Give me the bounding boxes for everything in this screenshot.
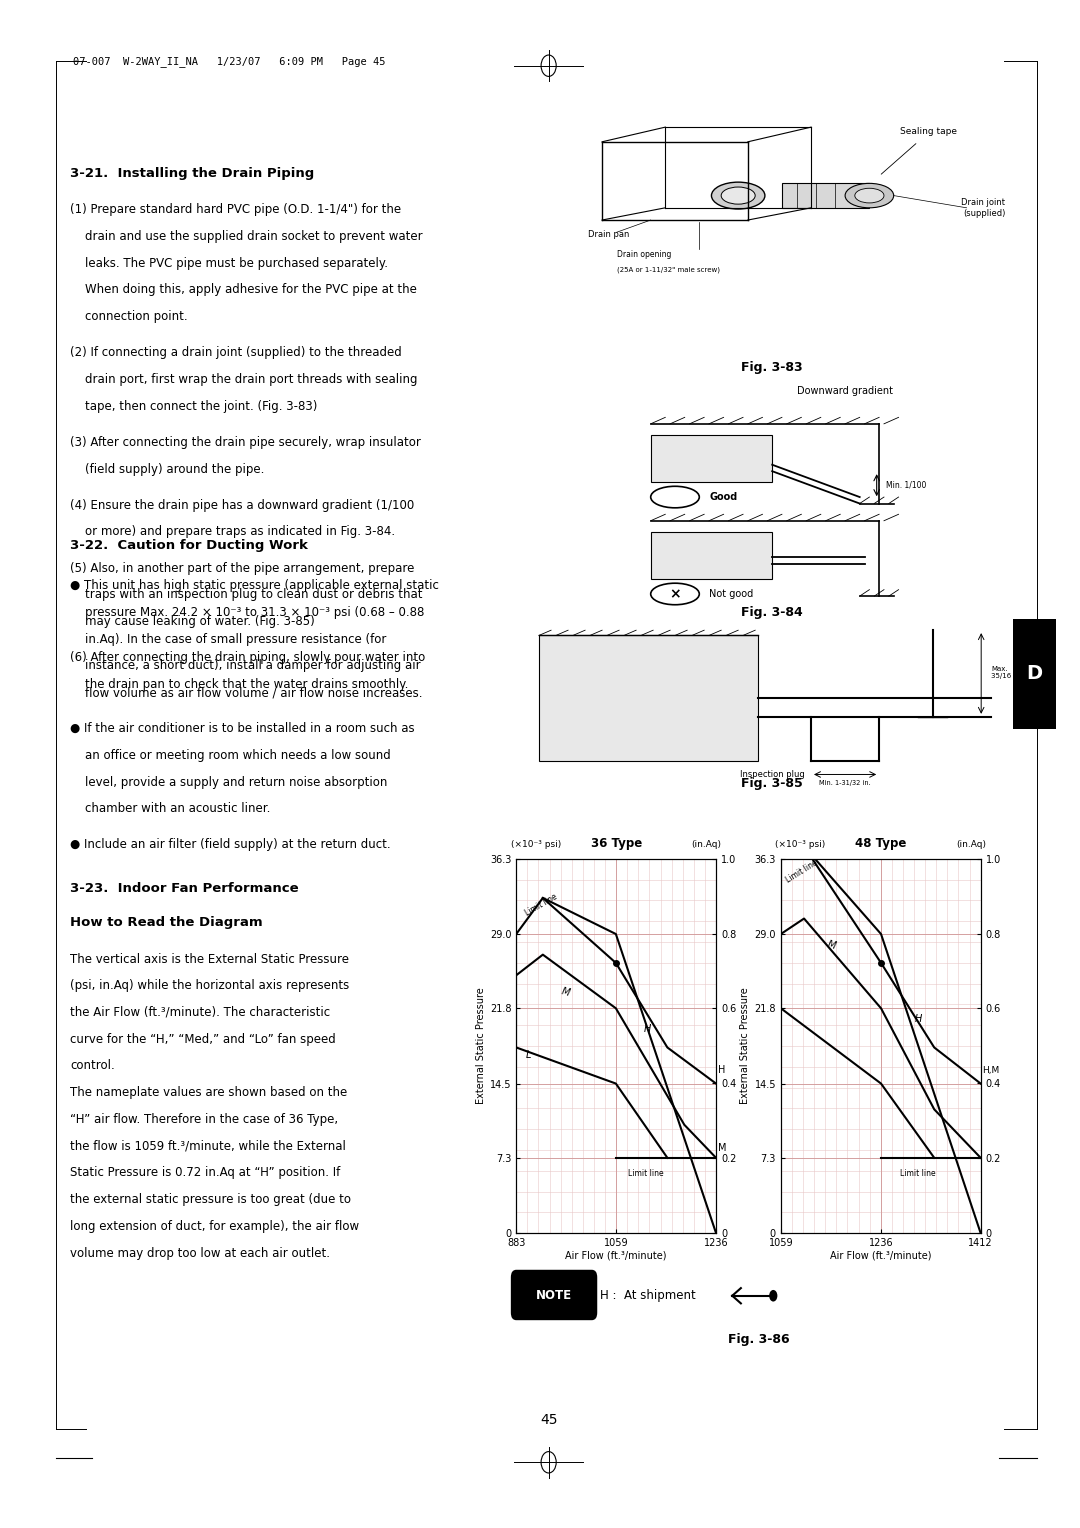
Text: 3-23.  Indoor Fan Performance: 3-23. Indoor Fan Performance (70, 882, 299, 895)
Text: an office or meeting room which needs a low sound: an office or meeting room which needs a … (70, 749, 391, 762)
Bar (539, 636, 758, 761)
Text: drain port, first wrap the drain port threads with sealing: drain port, first wrap the drain port th… (70, 373, 418, 387)
Text: (×10⁻³ psi): (×10⁻³ psi) (775, 839, 826, 848)
Text: 48 Type: 48 Type (855, 836, 906, 850)
Text: 36 Type: 36 Type (591, 836, 642, 850)
Text: Inspection plug: Inspection plug (740, 770, 805, 779)
Text: ● This unit has high static pressure (applicable external static: ● This unit has high static pressure (ap… (70, 579, 440, 593)
Text: Drain joint
(supplied): Drain joint (supplied) (961, 199, 1005, 217)
Text: (25A or 1-11/32" male screw): (25A or 1-11/32" male screw) (617, 266, 719, 274)
Text: M: M (559, 986, 570, 998)
Text: (2) If connecting a drain joint (supplied) to the threaded: (2) If connecting a drain joint (supplie… (70, 347, 402, 359)
Text: How to Read the Diagram: How to Read the Diagram (70, 915, 262, 929)
Text: 3-22.  Caution for Ducting Work: 3-22. Caution for Ducting Work (70, 539, 308, 553)
Circle shape (855, 188, 883, 203)
Text: The nameplate values are shown based on the: The nameplate values are shown based on … (70, 1086, 348, 1099)
Text: connection point.: connection point. (70, 310, 188, 324)
Text: (5) Also, in another part of the pipe arrangement, prepare: (5) Also, in another part of the pipe ar… (70, 561, 415, 575)
Text: (4) Ensure the drain pipe has a downward gradient (1/100: (4) Ensure the drain pipe has a downward… (70, 498, 415, 512)
Text: Limit line: Limit line (627, 1169, 663, 1178)
Text: traps with an inspection plug to clean dust or debris that: traps with an inspection plug to clean d… (70, 588, 422, 602)
Text: Fig. 3-85: Fig. 3-85 (741, 776, 804, 790)
X-axis label: Air Flow (ft.³/minute): Air Flow (ft.³/minute) (566, 1251, 666, 1261)
Text: Not good: Not good (708, 588, 753, 599)
Text: Good: Good (708, 492, 738, 503)
Text: Limit line: Limit line (784, 857, 820, 885)
Text: H,M: H,M (983, 1067, 1000, 1076)
Circle shape (845, 183, 894, 208)
Text: When doing this, apply adhesive for the PVC pipe at the: When doing this, apply adhesive for the … (70, 283, 417, 296)
Text: level, provide a supply and return noise absorption: level, provide a supply and return noise… (70, 776, 388, 788)
Text: Downward gradient: Downward gradient (797, 385, 893, 396)
Text: (field supply) around the pipe.: (field supply) around the pipe. (70, 463, 265, 475)
Text: H: H (644, 1024, 651, 1034)
Text: tape, then connect the joint. (Fig. 3-83): tape, then connect the joint. (Fig. 3-83… (70, 400, 318, 413)
X-axis label: Air Flow (ft.³/minute): Air Flow (ft.³/minute) (831, 1251, 931, 1261)
Text: (psi, in.Aq) while the horizontal axis represents: (psi, in.Aq) while the horizontal axis r… (70, 979, 350, 992)
Text: control.: control. (70, 1059, 114, 1073)
Text: leaks. The PVC pipe must be purchased separately.: leaks. The PVC pipe must be purchased se… (70, 257, 388, 270)
Bar (782, 183, 869, 208)
Text: Fig. 3-83: Fig. 3-83 (741, 361, 804, 374)
Text: Limit line: Limit line (901, 1169, 936, 1178)
Text: Min. 1-31/32 in.: Min. 1-31/32 in. (820, 779, 870, 785)
Text: 3-21.  Installing the Drain Piping: 3-21. Installing the Drain Piping (70, 167, 314, 180)
Text: NOTE: NOTE (536, 1290, 572, 1302)
Text: (3) After connecting the drain pipe securely, wrap insulator: (3) After connecting the drain pipe secu… (70, 435, 421, 449)
Text: (1) Prepare standard hard PVC pipe (O.D. 1-1/4") for the: (1) Prepare standard hard PVC pipe (O.D.… (70, 203, 402, 217)
Text: may cause leaking of water. (Fig. 3-85): may cause leaking of water. (Fig. 3-85) (70, 614, 315, 628)
Text: long extension of duct, for example), the air flow: long extension of duct, for example), th… (70, 1219, 360, 1233)
Circle shape (721, 186, 755, 205)
Text: the Air Flow (ft.³/minute). The characteristic: the Air Flow (ft.³/minute). The characte… (70, 1005, 330, 1019)
Text: Min. 1/100: Min. 1/100 (887, 481, 927, 489)
Text: L: L (526, 1050, 531, 1060)
Text: 45: 45 (540, 1412, 557, 1427)
Text: Max.
35/16 in.: Max. 35/16 in. (991, 666, 1022, 678)
Text: curve for the “H,” “Med,” and “Lo” fan speed: curve for the “H,” “Med,” and “Lo” fan s… (70, 1033, 336, 1045)
Text: Limit line: Limit line (523, 892, 558, 917)
Text: H: H (718, 1065, 726, 1076)
Text: The vertical axis is the External Static Pressure: The vertical axis is the External Static… (70, 952, 349, 966)
Text: Drain opening: Drain opening (617, 249, 671, 258)
Circle shape (650, 584, 700, 605)
Text: in.Aq). In the case of small pressure resistance (for: in.Aq). In the case of small pressure re… (70, 633, 387, 646)
Text: M: M (826, 940, 837, 952)
Text: volume may drop too low at each air outlet.: volume may drop too low at each air outl… (70, 1247, 330, 1259)
Text: (in.Aq): (in.Aq) (956, 839, 986, 848)
Text: the flow is 1059 ft.³/minute, while the External: the flow is 1059 ft.³/minute, while the … (70, 1140, 346, 1152)
Bar (650, 532, 772, 579)
Y-axis label: External Static Pressure: External Static Pressure (740, 987, 751, 1105)
Text: flow volume as air flow volume / air flow noise increases.: flow volume as air flow volume / air flo… (70, 686, 422, 700)
Text: H :  At shipment: H : At shipment (600, 1290, 697, 1302)
Text: ● If the air conditioner is to be installed in a room such as: ● If the air conditioner is to be instal… (70, 723, 415, 735)
Text: or more) and prepare traps as indicated in Fig. 3-84.: or more) and prepare traps as indicated … (70, 526, 395, 538)
Text: M: M (718, 1143, 727, 1152)
Text: ● Include an air filter (field supply) at the return duct.: ● Include an air filter (field supply) a… (70, 839, 391, 851)
Text: drain and use the supplied drain socket to prevent water: drain and use the supplied drain socket … (70, 229, 423, 243)
Text: (×10⁻³ psi): (×10⁻³ psi) (511, 839, 562, 848)
Text: Static Pressure is 0.72 in.Aq at “H” position. If: Static Pressure is 0.72 in.Aq at “H” pos… (70, 1166, 340, 1180)
Text: “H” air flow. Therefore in the case of 36 Type,: “H” air flow. Therefore in the case of 3… (70, 1112, 338, 1126)
Circle shape (650, 486, 700, 507)
Text: ×: × (670, 587, 680, 601)
Text: Drain pan: Drain pan (588, 231, 629, 240)
Circle shape (712, 182, 765, 209)
Text: D: D (1027, 665, 1042, 683)
Bar (650, 434, 772, 481)
Text: (6) After connecting the drain piping, slowly pour water into: (6) After connecting the drain piping, s… (70, 651, 426, 665)
Text: instance, a short duct), install a damper for adjusting air: instance, a short duct), install a dampe… (70, 659, 421, 672)
Text: H: H (915, 1013, 922, 1024)
Text: the external static pressure is too great (due to: the external static pressure is too grea… (70, 1193, 351, 1206)
Text: (in.Aq): (in.Aq) (691, 839, 721, 848)
Text: 07-007  W-2WAY_II_NA   1/23/07   6:09 PM   Page 45: 07-007 W-2WAY_II_NA 1/23/07 6:09 PM Page… (73, 55, 386, 67)
Text: Sealing tape: Sealing tape (900, 127, 957, 136)
Y-axis label: External Static Pressure: External Static Pressure (475, 987, 486, 1105)
Text: the drain pan to check that the water drains smoothly.: the drain pan to check that the water dr… (70, 678, 408, 691)
Text: pressure Max. 24.2 × 10⁻³ to 31.3 × 10⁻³ psi (0.68 – 0.88: pressure Max. 24.2 × 10⁻³ to 31.3 × 10⁻³… (70, 605, 424, 619)
Text: Fig. 3-86: Fig. 3-86 (728, 1332, 791, 1346)
Text: chamber with an acoustic liner.: chamber with an acoustic liner. (70, 802, 271, 816)
Text: Fig. 3-84: Fig. 3-84 (741, 605, 804, 619)
